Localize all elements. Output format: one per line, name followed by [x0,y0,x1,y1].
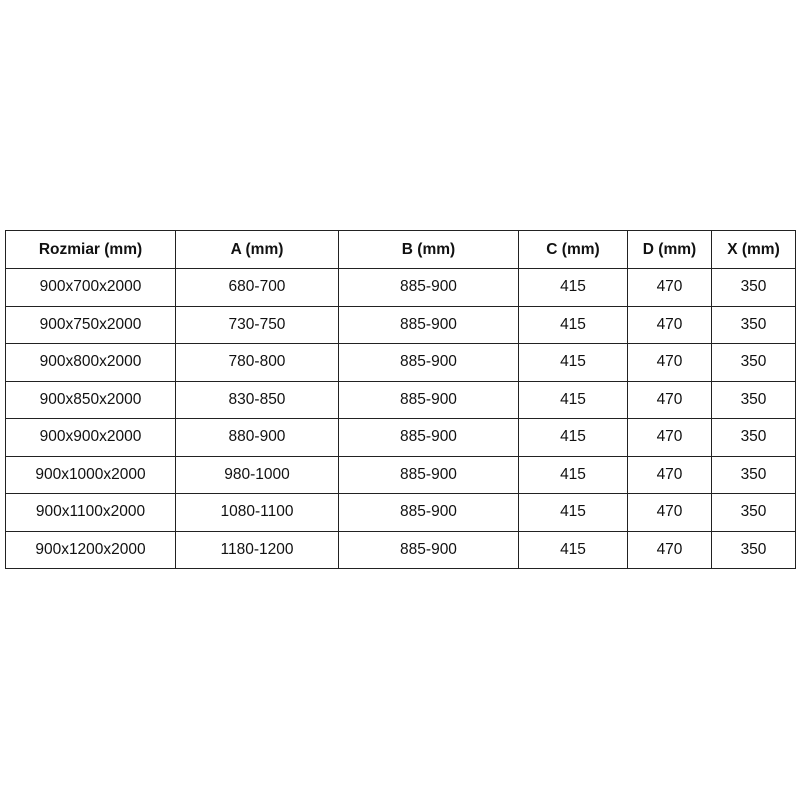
cell-c: 415 [518,343,628,382]
cell-x: 350 [711,343,796,382]
cell-x: 350 [711,380,796,419]
table-row: 900x1100x2000 1080-1100 885-900 415 470 350 [5,493,796,532]
cell-a: 980-1000 [175,455,339,494]
cell-a: 830-850 [175,380,339,419]
cell-x: 350 [711,530,796,569]
cell-size: 900x900x2000 [5,418,176,457]
cell-size: 900x1000x2000 [5,455,176,494]
cell-d: 470 [627,455,712,494]
cell-a: 730-750 [175,305,339,344]
cell-b: 885-900 [338,380,519,419]
cell-d: 470 [627,493,712,532]
cell-b: 885-900 [338,343,519,382]
cell-c: 415 [518,493,628,532]
cell-size: 900x1100x2000 [5,493,176,532]
header-b: B (mm) [338,230,519,269]
header-d: D (mm) [627,230,712,269]
table-row: 900x700x2000 680-700 885-900 415 470 350 [5,268,796,307]
cell-size: 900x750x2000 [5,305,176,344]
cell-c: 415 [518,305,628,344]
cell-a: 780-800 [175,343,339,382]
cell-c: 415 [518,268,628,307]
cell-a: 880-900 [175,418,339,457]
table-row: 900x850x2000 830-850 885-900 415 470 350 [5,380,796,419]
header-a: A (mm) [175,230,339,269]
table-row: 900x1200x2000 1180-1200 885-900 415 470 350 [5,530,796,569]
dimensions-table: Rozmiar (mm) A (mm) B (mm) C (mm) D (mm)… [5,230,796,569]
cell-d: 470 [627,380,712,419]
header-c: C (mm) [518,230,628,269]
cell-d: 470 [627,268,712,307]
cell-size: 900x850x2000 [5,380,176,419]
cell-x: 350 [711,305,796,344]
cell-size: 900x800x2000 [5,343,176,382]
table-row: 900x1000x2000 980-1000 885-900 415 470 350 [5,455,796,494]
cell-b: 885-900 [338,530,519,569]
cell-d: 470 [627,343,712,382]
cell-x: 350 [711,455,796,494]
cell-d: 470 [627,418,712,457]
cell-x: 350 [711,268,796,307]
cell-b: 885-900 [338,268,519,307]
cell-d: 470 [627,530,712,569]
cell-a: 1080-1100 [175,493,339,532]
cell-b: 885-900 [338,493,519,532]
cell-b: 885-900 [338,455,519,494]
cell-c: 415 [518,530,628,569]
cell-d: 470 [627,305,712,344]
cell-c: 415 [518,418,628,457]
cell-a: 680-700 [175,268,339,307]
cell-size: 900x700x2000 [5,268,176,307]
table-row: 900x900x2000 880-900 885-900 415 470 350 [5,418,796,457]
cell-c: 415 [518,380,628,419]
table-row: 900x750x2000 730-750 885-900 415 470 350 [5,305,796,344]
header-x: X (mm) [711,230,796,269]
table-row: 900x800x2000 780-800 885-900 415 470 350 [5,343,796,382]
header-size: Rozmiar (mm) [5,230,176,269]
cell-x: 350 [711,493,796,532]
cell-x: 350 [711,418,796,457]
header-row: Rozmiar (mm) A (mm) B (mm) C (mm) D (mm)… [5,230,796,269]
cell-c: 415 [518,455,628,494]
cell-size: 900x1200x2000 [5,530,176,569]
cell-a: 1180-1200 [175,530,339,569]
cell-b: 885-900 [338,305,519,344]
cell-b: 885-900 [338,418,519,457]
